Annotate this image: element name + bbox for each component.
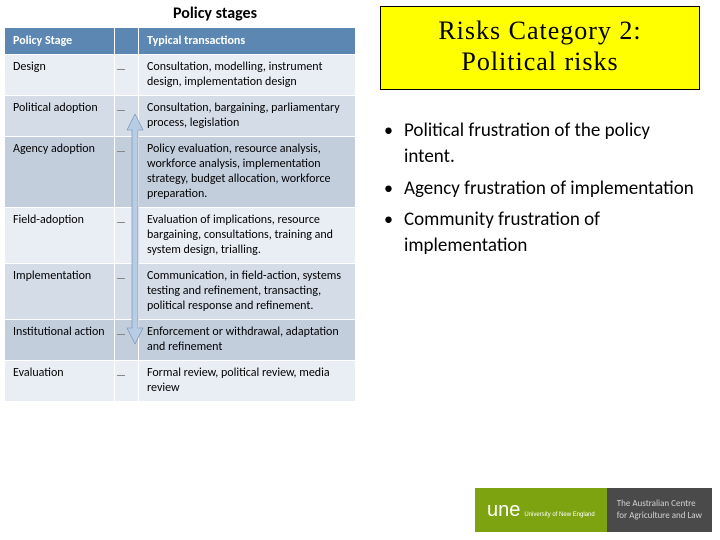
table-row: Political adoption Consultation, bargaini… — [5, 96, 356, 137]
table-row: Agency adoption Policy evaluation, resour… — [5, 137, 356, 208]
stage-cell: Institutional action — [5, 320, 115, 361]
stage-cell: Political adoption — [5, 96, 115, 137]
col-trans: Typical transactions — [139, 28, 356, 55]
tick-cell — [115, 55, 139, 96]
stage-cell: Field-adoption — [5, 208, 115, 264]
risk-title-line1: Risks Category 2: — [438, 16, 641, 45]
stage-cell: Implementation — [5, 264, 115, 320]
tick-icon — [117, 334, 125, 335]
tick-cell — [115, 361, 139, 402]
logo-badge: une University of New England — [475, 488, 607, 532]
logo-line1: The Australian Centre — [617, 498, 702, 510]
logo-text: une — [487, 499, 520, 522]
right-panel: Risks Category 2: Political risks Politi… — [380, 6, 700, 265]
table-row: Institutional action Enforcement or withd… — [5, 320, 356, 361]
table-row: Field-adoption Evaluation of implications… — [5, 208, 356, 264]
risk-title: Risks Category 2: Political risks — [380, 6, 700, 90]
col-stage: Policy Stage — [5, 28, 115, 55]
tick-icon — [117, 151, 125, 152]
trans-cell: Consultation, bargaining, parliamentary … — [139, 96, 356, 137]
logo-subtext: University of New England — [524, 512, 594, 518]
trans-cell: Evaluation of implications, resource bar… — [139, 208, 356, 264]
logo-line2: for Agriculture and Law — [617, 510, 702, 522]
tick-icon — [117, 278, 125, 279]
policy-table: Policy Stage Typical transactions Design… — [4, 27, 356, 402]
bullet-list: Political frustration of the policy inte… — [380, 118, 700, 258]
trans-cell: Enforcement or withdrawal, adaptation an… — [139, 320, 356, 361]
list-item: Community frustration of implementation — [382, 207, 700, 258]
footer-logo: une University of New England The Austra… — [475, 488, 712, 532]
trans-cell: Consultation, modelling, instrument desi… — [139, 55, 356, 96]
col-spacer — [115, 28, 139, 55]
tick-icon — [117, 69, 125, 70]
double-arrow-icon — [126, 114, 144, 344]
stage-cell: Design — [5, 55, 115, 96]
risk-title-line2: Political risks — [461, 47, 618, 76]
table-row: Implementation Communication, in field-ac… — [5, 264, 356, 320]
stage-cell: Evaluation — [5, 361, 115, 402]
list-item: Agency frustration of implementation — [382, 176, 700, 202]
list-item: Political frustration of the policy inte… — [382, 118, 700, 169]
table-row: Design Consultation, modelling, instrumen… — [5, 55, 356, 96]
trans-cell: Communication, in field-action, systems … — [139, 264, 356, 320]
policy-stages-panel: Policy stages Policy Stage Typical trans… — [4, 4, 356, 402]
panel-title: Policy stages — [4, 4, 356, 23]
trans-cell: Policy evaluation, resource analysis, wo… — [139, 137, 356, 208]
trans-cell: Formal review, political review, media r… — [139, 361, 356, 402]
tick-icon — [117, 222, 125, 223]
tick-icon — [117, 110, 125, 111]
stage-cell: Agency adoption — [5, 137, 115, 208]
table-row: Evaluation Formal review, political revie… — [5, 361, 356, 402]
logo-description: The Australian Centre for Agriculture an… — [607, 488, 712, 532]
tick-icon — [117, 375, 125, 376]
